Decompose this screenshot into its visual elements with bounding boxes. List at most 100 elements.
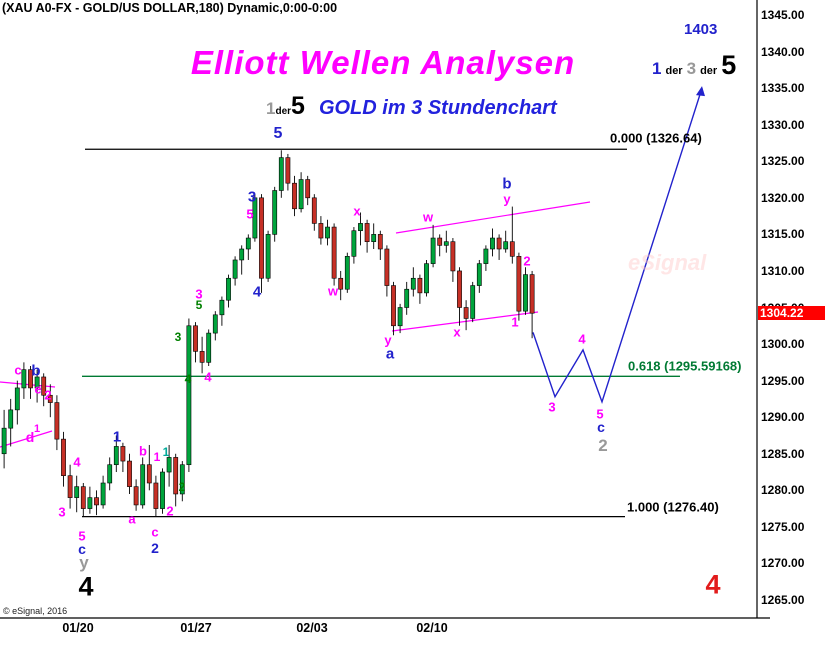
candle-body — [146, 464, 152, 484]
candle-body — [186, 325, 192, 466]
candle-body — [120, 446, 126, 462]
y-axis-label: 1280.00 — [761, 483, 805, 498]
y-axis-label: 1290.00 — [761, 410, 805, 425]
candle-body — [107, 464, 113, 484]
candle-body — [338, 277, 344, 290]
top-right-wave-heading: 1 der 3 der 5 — [652, 50, 736, 81]
candle-body — [437, 237, 443, 246]
candle-body — [54, 402, 60, 440]
candle-body — [344, 256, 350, 290]
candle-body — [509, 241, 515, 257]
trend-line — [0, 381, 56, 388]
candle-body — [160, 471, 165, 509]
candle-body — [28, 369, 33, 389]
candle-body — [503, 241, 509, 250]
candle-body — [226, 277, 231, 301]
x-axis-label: 02/03 — [296, 621, 328, 635]
heading-segment: der — [700, 65, 718, 77]
candle-body — [153, 482, 159, 509]
candle-body — [490, 237, 495, 250]
candle-body — [259, 197, 264, 279]
candle-body — [94, 497, 99, 506]
candle-body — [476, 263, 482, 286]
candle-body — [496, 237, 502, 250]
candle-body — [298, 179, 304, 210]
candle-body — [285, 157, 291, 184]
heading-segment: 5 — [291, 92, 305, 120]
candle-body — [199, 351, 205, 363]
candle-body — [305, 179, 311, 199]
candle-body — [265, 234, 271, 279]
candle-body — [457, 270, 462, 308]
candle-body — [80, 486, 86, 509]
y-axis-label: 1315.00 — [761, 227, 805, 242]
candle-body — [443, 241, 449, 246]
y-axis-label: 1325.00 — [761, 154, 805, 169]
candle-body — [311, 197, 317, 224]
candle-body — [61, 438, 66, 476]
candle-body — [67, 475, 73, 498]
candle-body — [113, 446, 119, 466]
x-axis-label: 01/27 — [180, 621, 212, 635]
x-axis-label: 02/10 — [416, 621, 448, 635]
heading-segment: 3 — [686, 59, 697, 78]
candle-body — [232, 259, 238, 279]
candle-body — [470, 285, 476, 319]
heading-segment: 1 — [652, 59, 662, 78]
last-price-tag: 1304.22 — [758, 306, 825, 321]
copyright-text: © eSignal, 2016 — [3, 606, 68, 616]
candle-body — [450, 241, 456, 272]
candle-body — [391, 285, 396, 327]
y-axis-label: 1265.00 — [761, 593, 805, 607]
candle-body — [351, 230, 357, 257]
candle-body — [87, 497, 93, 509]
candle-body — [41, 376, 47, 396]
candle-body — [179, 464, 185, 495]
candle-body — [516, 256, 522, 312]
candle-body — [173, 457, 179, 495]
candle-body — [318, 223, 324, 239]
y-axis-label: 1295.00 — [761, 373, 805, 388]
heading-segment: der — [665, 65, 683, 77]
candle-body — [206, 332, 212, 363]
candle-body — [212, 314, 218, 334]
candle-body — [377, 234, 383, 250]
y-axis-label: 1275.00 — [761, 519, 805, 534]
trend-line — [395, 201, 591, 234]
candle-body — [1, 427, 7, 455]
subtitle-wave-heading: 1 der 5 GOLD im 3 Stundenchart — [266, 92, 557, 121]
candle-body — [140, 464, 146, 506]
candle-body — [529, 274, 535, 314]
y-axis-label: 1340.00 — [761, 44, 805, 59]
candle-body — [404, 288, 410, 308]
candle-body — [219, 299, 225, 316]
projection-line — [532, 87, 703, 404]
candle-body — [133, 486, 139, 506]
projection-arrowhead — [696, 86, 705, 97]
symbol-title: (XAU A0-FX - GOLD/US DOLLAR,180) Dynamic… — [2, 1, 338, 15]
x-axis-label: 01/20 — [62, 621, 94, 635]
heading-segment: 5 — [721, 50, 737, 80]
candle-body — [34, 376, 40, 389]
candle-body — [463, 307, 469, 319]
candle-body — [364, 223, 370, 242]
candle-body — [272, 190, 278, 235]
candle-body — [523, 274, 528, 312]
candle-body — [410, 277, 416, 290]
candle-body — [47, 394, 53, 403]
candle-body — [127, 460, 132, 487]
trend-line — [0, 430, 53, 448]
y-axis-label: 1270.00 — [761, 556, 805, 571]
candle-body — [417, 277, 423, 294]
candle-body — [166, 457, 172, 473]
y-axis-label: 1310.00 — [761, 263, 805, 278]
candle-body — [245, 237, 251, 250]
candle-body — [278, 157, 284, 191]
heading-segment: GOLD im 3 Stundenchart — [318, 97, 557, 119]
candle-body — [331, 226, 337, 279]
page-title: Elliott Wellen Analysen — [190, 44, 576, 81]
candle-body — [252, 197, 258, 239]
price-target-label: 1403 — [684, 21, 718, 38]
